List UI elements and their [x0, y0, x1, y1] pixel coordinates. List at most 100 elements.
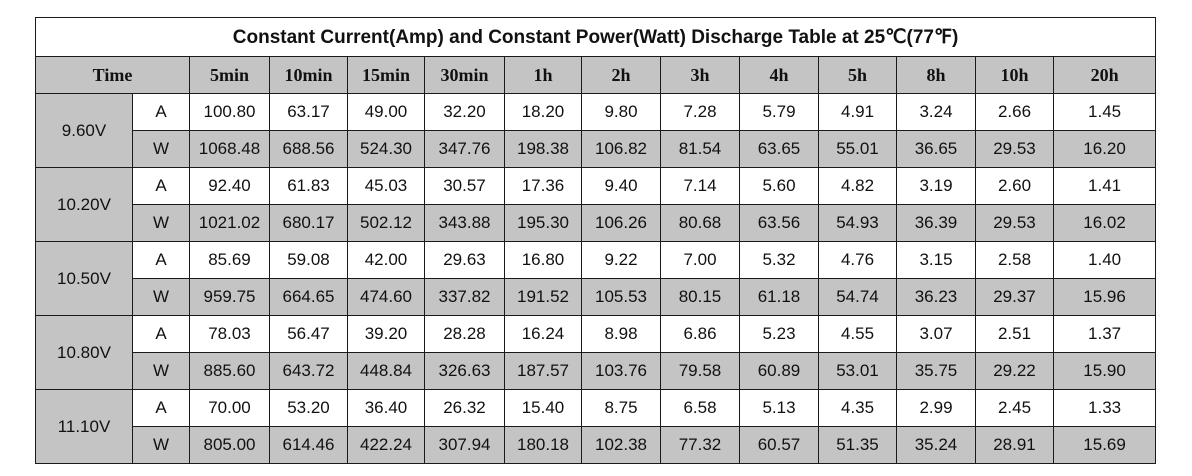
value-cell: 16.24 — [504, 315, 582, 353]
column-header: 15min — [347, 56, 425, 94]
column-header: 3h — [660, 56, 740, 94]
value-cell: 195.30 — [504, 204, 582, 242]
table-body: 9.60V A 100.80 63.17 49.00 32.20 18.20 9.80 7.28… — [35, 93, 1157, 464]
value-cell: 959.75 — [189, 278, 270, 316]
value-cell: 7.00 — [660, 241, 740, 279]
value-cell: 307.94 — [424, 426, 505, 464]
value-cell: 36.39 — [896, 204, 976, 242]
value-cell: 77.32 — [660, 426, 740, 464]
value-cell: 1.45 — [1052, 93, 1157, 131]
value-cell: 8.75 — [581, 389, 661, 427]
value-cell: 39.20 — [347, 315, 425, 353]
value-cell: 885.60 — [189, 352, 270, 390]
value-cell: 81.54 — [660, 130, 740, 168]
value-cell: 502.12 — [347, 204, 425, 242]
value-cell: 4.35 — [818, 389, 897, 427]
value-cell: 5.32 — [739, 241, 819, 279]
value-cell: 80.15 — [660, 278, 740, 316]
value-cell: 9.22 — [581, 241, 661, 279]
value-cell: 29.22 — [975, 352, 1054, 390]
voltage-cell: 11.10V — [35, 389, 133, 464]
table-row: W 885.60 643.72 448.84 326.63 187.57 103.76 79.… — [36, 352, 1157, 390]
unit-cell: W — [132, 130, 190, 168]
column-header: 10min — [269, 56, 348, 94]
table-row: 10.50V A 85.69 59.08 42.00 29.63 16.80 9.22 7.00… — [35, 241, 1157, 316]
value-cell: 3.24 — [896, 93, 976, 131]
value-cell: 15.40 — [504, 389, 582, 427]
value-cell: 4.76 — [818, 241, 897, 279]
value-cell: 16.20 — [1052, 130, 1157, 168]
value-cell: 5.79 — [739, 93, 819, 131]
value-cell: 51.35 — [818, 426, 897, 464]
unit-cell: W — [132, 278, 190, 316]
value-cell: 35.75 — [896, 352, 976, 390]
value-cell: 6.58 — [660, 389, 740, 427]
value-cell: 643.72 — [269, 352, 348, 390]
value-cell: 61.18 — [739, 278, 819, 316]
value-cell: 2.99 — [896, 389, 976, 427]
unit-cell: A — [132, 93, 190, 131]
table-row: 9.60V A 100.80 63.17 49.00 32.20 18.20 9.80 7.28… — [35, 93, 1157, 168]
value-cell: 30.57 — [424, 167, 505, 205]
value-cell: 8.98 — [581, 315, 661, 353]
column-header: 30min — [424, 56, 505, 94]
value-cell: 78.03 — [189, 315, 270, 353]
value-cell: 1021.02 — [189, 204, 270, 242]
value-cell: 35.24 — [896, 426, 976, 464]
value-cell: 28.28 — [424, 315, 505, 353]
table-row: W 1068.48 688.56 524.30 347.76 198.38 106.82 81… — [36, 130, 1157, 168]
value-cell: 63.17 — [269, 93, 348, 131]
voltage-cell: 9.60V — [35, 93, 133, 168]
value-cell: 60.89 — [739, 352, 819, 390]
value-cell: 187.57 — [504, 352, 582, 390]
unit-cell: W — [132, 352, 190, 390]
unit-cell: A — [132, 315, 190, 353]
value-cell: 36.65 — [896, 130, 976, 168]
discharge-table-container: Constant Current(Amp) and Constant Power… — [34, 17, 1157, 464]
value-cell: 326.63 — [424, 352, 505, 390]
value-cell: 15.69 — [1052, 426, 1157, 464]
value-cell: 6.86 — [660, 315, 740, 353]
value-cell: 61.83 — [269, 167, 348, 205]
value-cell: 337.82 — [424, 278, 505, 316]
value-cell: 1.33 — [1052, 389, 1157, 427]
discharge-table: Constant Current(Amp) and Constant Power… — [34, 17, 1157, 464]
table-row: W 805.00 614.46 422.24 307.94 180.18 102.38 77.… — [36, 426, 1157, 464]
value-cell: 15.90 — [1052, 352, 1157, 390]
value-cell: 29.53 — [975, 204, 1054, 242]
title-row: Constant Current(Amp) and Constant Power… — [34, 17, 1157, 57]
table-row: 10.20V A 92.40 61.83 45.03 30.57 17.36 9.40 7.14… — [35, 167, 1157, 242]
value-cell: 45.03 — [347, 167, 425, 205]
column-header: 1h — [504, 56, 582, 94]
voltage-cell: 10.80V — [35, 315, 133, 390]
value-cell: 53.01 — [818, 352, 897, 390]
table-title: Constant Current(Amp) and Constant Power… — [34, 17, 1157, 57]
column-header: 4h — [739, 56, 819, 94]
value-cell: 9.80 — [581, 93, 661, 131]
value-cell: 1.37 — [1052, 315, 1157, 353]
table-row: W 959.75 664.65 474.60 337.82 191.52 105.53 80.… — [36, 278, 1157, 316]
value-cell: 92.40 — [189, 167, 270, 205]
voltage-cell: 10.20V — [35, 167, 133, 242]
value-cell: 55.01 — [818, 130, 897, 168]
value-cell: 688.56 — [269, 130, 348, 168]
value-cell: 524.30 — [347, 130, 425, 168]
unit-cell: A — [132, 389, 190, 427]
value-cell: 16.02 — [1052, 204, 1157, 242]
value-cell: 3.19 — [896, 167, 976, 205]
table-row: W 1021.02 680.17 502.12 343.88 195.30 106.26 80… — [36, 204, 1157, 242]
value-cell: 343.88 — [424, 204, 505, 242]
value-cell: 5.13 — [739, 389, 819, 427]
value-cell: 26.32 — [424, 389, 505, 427]
value-cell: 7.28 — [660, 93, 740, 131]
value-cell: 5.23 — [739, 315, 819, 353]
column-header: 10h — [975, 56, 1054, 94]
value-cell: 1.41 — [1052, 167, 1157, 205]
table-row: 10.80V A 78.03 56.47 39.20 28.28 16.24 8.98 6.86… — [35, 315, 1157, 390]
value-cell: 474.60 — [347, 278, 425, 316]
value-cell: 63.65 — [739, 130, 819, 168]
column-header: 20h — [1052, 56, 1157, 94]
value-cell: 49.00 — [347, 93, 425, 131]
value-cell: 2.60 — [975, 167, 1054, 205]
value-cell: 70.00 — [189, 389, 270, 427]
